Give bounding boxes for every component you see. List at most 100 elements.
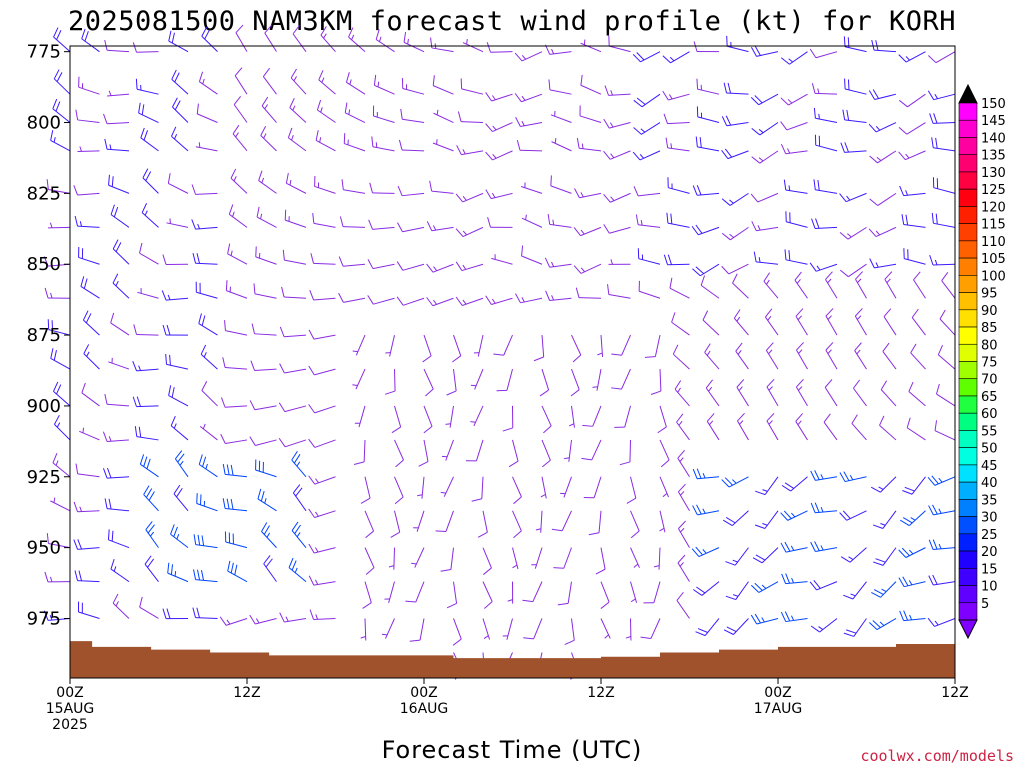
- wind-barb: [233, 96, 248, 123]
- wind-barb: [257, 488, 277, 512]
- wind-barb: [75, 109, 100, 124]
- wind-barb: [550, 175, 572, 194]
- wind-barb: [898, 576, 926, 588]
- wind-barb: [138, 102, 159, 123]
- wind-barb: [364, 510, 375, 539]
- wind-barb: [144, 555, 159, 582]
- wind-barb: [413, 510, 425, 532]
- wind-barb: [785, 211, 808, 228]
- wind-barb: [343, 133, 366, 152]
- wind-barb: [898, 547, 926, 558]
- colorbar-swatch: [958, 464, 978, 483]
- wind-barbs: [43, 24, 956, 680]
- wind-barb: [854, 342, 867, 370]
- wind-barb: [843, 581, 867, 600]
- colorbar-swatch: [958, 275, 978, 293]
- wind-barb: [869, 258, 897, 269]
- wind-barb: [50, 130, 71, 152]
- colorbar-label: 20: [981, 545, 998, 560]
- y-tick-label: 800: [27, 113, 61, 134]
- wind-barb: [167, 173, 189, 194]
- wind-barb: [279, 612, 307, 623]
- wind-barb: [902, 476, 926, 495]
- wind-barb: [455, 192, 484, 203]
- wind-barb: [667, 177, 690, 194]
- x-tick-label: 00Z: [764, 685, 791, 701]
- wind-barb: [308, 508, 336, 518]
- wind-barb: [141, 203, 159, 228]
- wind-barb: [574, 188, 602, 199]
- wind-barb: [908, 381, 926, 407]
- x-tick-label: 16AUG: [400, 701, 449, 717]
- chart-title: 2025081500 NAM3KM forecast wind profile …: [68, 6, 956, 37]
- wind-barb: [191, 219, 218, 230]
- wind-barb: [608, 259, 631, 265]
- wind-barb: [262, 67, 277, 95]
- wind-barb: [869, 192, 897, 206]
- colorbar-top-arrow: [958, 83, 978, 104]
- wind-barb: [110, 559, 130, 583]
- wind-barb: [853, 379, 867, 407]
- colorbar-swatch: [958, 154, 978, 173]
- wind-barb: [879, 415, 897, 441]
- wind-barb: [659, 476, 669, 498]
- wind-barb: [308, 365, 336, 376]
- colorbar-swatch: [958, 430, 978, 448]
- wind-barb: [560, 476, 572, 498]
- colorbar-swatch: [958, 585, 978, 604]
- wind-barb: [103, 113, 130, 125]
- wind-barb: [824, 379, 838, 407]
- ground-area: [70, 641, 955, 678]
- wind-barb: [633, 122, 661, 135]
- wind-barb: [80, 276, 100, 299]
- wind-barb: [750, 93, 779, 106]
- wind-barb: [108, 357, 130, 370]
- wind-barb: [315, 130, 336, 152]
- wind-barb: [692, 504, 720, 516]
- wind-barb: [195, 281, 218, 299]
- wind-barb: [691, 224, 720, 236]
- wind-barb: [364, 547, 375, 575]
- wind-barb: [839, 471, 867, 483]
- wind-barb: [672, 344, 690, 370]
- wind-barb: [884, 271, 897, 299]
- colorbar-swatch: [958, 378, 978, 397]
- wind-barb: [308, 438, 336, 448]
- y-tick-label: 900: [27, 396, 61, 417]
- wind-barb: [344, 102, 366, 123]
- wind-barb: [691, 546, 720, 558]
- wind-barb: [704, 343, 720, 370]
- wind-barb: [230, 168, 248, 194]
- wind-barb: [234, 67, 248, 95]
- y-tick-label: 775: [27, 42, 61, 63]
- wind-barb: [677, 554, 690, 582]
- wind-barb: [353, 439, 366, 466]
- wind-barb: [46, 179, 71, 194]
- wind-barb: [705, 379, 720, 407]
- colorbar-label: 5: [981, 597, 989, 612]
- wind-barb: [196, 493, 218, 512]
- wind-barb: [46, 533, 71, 549]
- wind-barb: [571, 334, 582, 363]
- wind-barb: [166, 218, 189, 228]
- wind-barb: [139, 242, 159, 265]
- wind-barb: [794, 271, 808, 299]
- wind-barb: [110, 312, 130, 336]
- wind-barb: [550, 110, 572, 123]
- wind-barb: [73, 501, 100, 513]
- wind-barb: [352, 368, 366, 390]
- wind-barb: [898, 51, 926, 63]
- wind-barb: [381, 618, 395, 639]
- wind-barb: [766, 378, 779, 407]
- wind-barb: [899, 610, 926, 622]
- colorbar-swatch: [958, 550, 978, 569]
- y-tick-label: 925: [27, 467, 61, 488]
- wind-barb: [417, 476, 425, 499]
- wind-barb: [880, 380, 897, 407]
- wind-barb: [193, 569, 218, 583]
- wind-barb: [941, 271, 956, 299]
- wind-barb: [112, 239, 130, 265]
- y-tick-label: 825: [27, 183, 61, 204]
- colorbar-label: 115: [981, 218, 1006, 233]
